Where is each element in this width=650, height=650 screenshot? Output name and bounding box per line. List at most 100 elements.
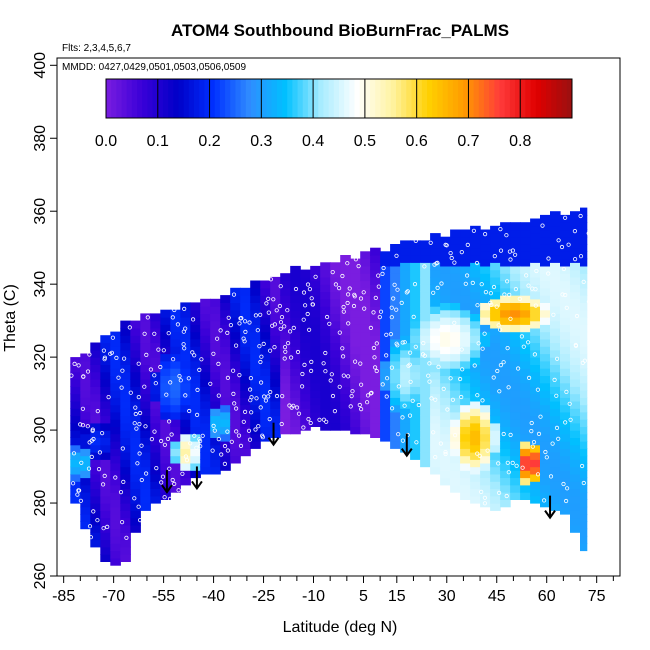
heatmap-cell [90,466,101,475]
heatmap-cell [170,477,181,486]
heatmap-cell [550,379,561,387]
heatmap-cell [490,393,501,402]
heatmap-cell [470,357,481,365]
colorbar-segment [344,79,350,118]
heatmap-cell [530,422,541,431]
sample-point [309,296,314,301]
heatmap-cell [570,503,581,511]
heatmap-cell [370,306,381,314]
heatmap-cell [350,317,361,325]
heatmap-cell [460,433,471,442]
sample-point [337,384,342,389]
heatmap-cell [320,386,331,395]
heatmap-cell [530,364,541,373]
sample-point [400,415,405,420]
heatmap-cell [490,459,501,468]
heatmap-cell [530,430,541,438]
heatmap-cell [170,470,181,479]
colorbar-segment [546,79,552,118]
heatmap-cell [520,324,531,333]
sample-point [91,509,96,514]
heatmap-cell [280,404,291,413]
heatmap-cell [410,320,421,329]
heatmap-cell [530,225,541,234]
heatmap-cell [120,452,131,460]
sample-point [405,289,410,294]
heatmap-cell [410,298,421,307]
heatmap-cell [360,280,371,289]
heatmap-cell [350,411,361,420]
sample-point [190,350,195,355]
heatmap-cell [440,302,451,311]
heatmap-cell [380,309,391,318]
x-axis-label: Latitude (deg N) [283,619,398,636]
sample-point [475,303,480,308]
heatmap-cell [310,273,321,282]
heatmap-cell [490,386,501,395]
heatmap-cell [380,280,391,289]
sample-point [156,347,161,352]
heatmap-cell [520,477,531,486]
heatmap-cell [410,452,421,460]
sample-point [480,346,485,351]
heatmap-cell [430,233,441,241]
sample-point [351,303,357,309]
heatmap-cell [470,437,481,446]
sample-point [91,436,96,442]
heatmap-cell [360,411,371,420]
heatmap-cell [450,462,461,471]
heatmap-cell [170,331,181,340]
sample-point [482,232,488,237]
heatmap-cell [210,437,221,446]
heatmap-cell [310,404,321,413]
sample-point [392,282,397,287]
heatmap-cell [90,364,101,373]
heatmap-cell [390,309,401,318]
sample-point [144,352,149,357]
sample-point [396,384,401,389]
sample-point [578,254,584,259]
heatmap-cell [410,386,421,395]
colorbar-segment [168,79,174,118]
heatmap-cell [110,390,121,398]
sample-point [161,348,166,353]
sample-point [384,332,389,337]
heatmap-cell [150,327,161,336]
heatmap-cell [530,284,541,293]
sample-point [497,389,502,394]
heatmap-cell [160,426,171,435]
sample-point [237,372,242,378]
sample-point [108,351,113,356]
colorbar-tick-label: 0.2 [198,133,220,150]
sample-point [154,465,159,471]
heatmap-cell [350,338,361,347]
heatmap-cell [580,244,588,252]
heatmap-cell [310,295,321,303]
heatmap-cell [500,499,511,508]
sample-point [581,279,586,284]
colorbar-tick-label: 0.5 [354,133,376,150]
heatmap-cell [470,364,481,373]
heatmap-cell [100,517,111,526]
sample-point [162,495,167,500]
heatmap-cell [540,222,551,231]
heatmap-cell [120,437,131,446]
heatmap-cell [560,390,571,398]
heatmap-cell [270,371,281,380]
sample-point [162,442,167,447]
heatmap-cell [80,382,91,391]
sample-point [459,347,464,352]
heatmap-cell [120,342,131,351]
heatmap-cell [150,408,161,417]
heatmap-cell [570,320,581,329]
heatmap-cell [460,375,471,384]
heatmap-cell [90,379,101,387]
heatmap-cell [150,422,161,431]
heatmap-cell [290,302,301,311]
heatmap-cell [560,222,571,231]
heatmap-cell [280,280,291,289]
heatmap-cell [380,390,391,398]
sample-point [323,369,328,374]
heatmap-cell [70,495,81,504]
sample-point [472,363,477,368]
